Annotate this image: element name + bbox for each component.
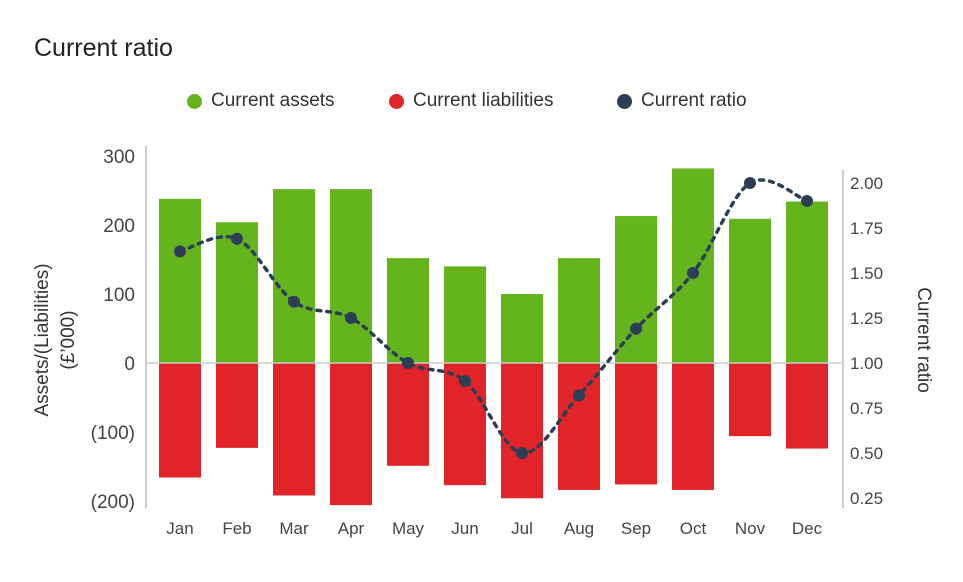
- bar-current-assets-jun: [444, 266, 486, 363]
- bars-group: [159, 168, 828, 506]
- ratio-point-nov: [744, 177, 756, 189]
- bar-current-assets-may: [387, 258, 429, 363]
- x-axis-ticks: Jan Feb Mar Apr May Jun Jul Aug Sep Oct Nov Dec: [166, 519, 822, 538]
- y2-tick-label: 1.75: [850, 219, 883, 238]
- y-tick-label: (200): [91, 492, 135, 513]
- legend-swatch-current-ratio: [617, 93, 632, 109]
- bar-current-liabilities-nov: [729, 363, 771, 437]
- ratio-point-feb: [231, 232, 243, 245]
- right-axis-label: Current ratio: [913, 287, 934, 393]
- bar-current-liabilities-oct: [672, 363, 714, 490]
- ratio-point-jun: [459, 375, 471, 387]
- bar-current-assets-jan: [159, 198, 201, 363]
- bar-current-liabilities-jul: [501, 363, 543, 499]
- left-axis-label: Assets/(Liabilities) (£’000): [32, 263, 79, 416]
- legend-swatch-current-assets: [187, 93, 202, 109]
- bar-current-assets-apr: [330, 189, 372, 363]
- bar-current-liabilities-mar: [273, 363, 315, 496]
- bar-current-assets-jul: [501, 294, 543, 363]
- right-axis-ticks: 0.25 0.50 0.75 1.00 1.25 1.50 1.75 2.00: [850, 174, 883, 508]
- legend-label-current-liabilities: Current liabilities: [413, 90, 554, 111]
- x-tick-label: Feb: [222, 519, 251, 538]
- legend-label-current-ratio: Current ratio: [641, 90, 747, 111]
- x-tick-label: Mar: [279, 519, 309, 538]
- x-tick-label: Jan: [166, 519, 193, 538]
- y2-tick-label: 1.00: [850, 354, 883, 373]
- x-tick-label: Apr: [338, 519, 365, 538]
- y2-tick-label: 1.25: [850, 309, 883, 328]
- bar-current-liabilities-may: [387, 363, 429, 466]
- bar-current-liabilities-aug: [558, 363, 600, 490]
- ratio-point-jan: [174, 245, 186, 258]
- y2-tick-label: 1.50: [850, 264, 883, 283]
- bar-current-assets-sep: [615, 216, 657, 363]
- bar-current-liabilities-sep: [615, 363, 657, 485]
- y2-tick-label: 0.25: [850, 489, 883, 508]
- x-tick-label: Aug: [564, 519, 594, 538]
- ratio-point-may: [402, 357, 414, 369]
- bar-current-liabilities-dec: [786, 363, 828, 449]
- legend: Current assets Current liabilities Curre…: [0, 90, 963, 120]
- ratio-point-mar: [288, 295, 300, 308]
- ratio-point-aug: [573, 389, 585, 402]
- x-tick-label: Jul: [511, 519, 533, 538]
- ratio-point-sep: [630, 322, 642, 335]
- legend-label-current-assets: Current assets: [211, 90, 335, 111]
- chart-title: Current ratio: [34, 34, 173, 62]
- y-tick-label: (100): [91, 423, 135, 444]
- bar-current-liabilities-apr: [330, 363, 372, 506]
- left-axis-ticks: (200) (100) 0 100 200 300: [91, 147, 135, 513]
- bar-current-assets-mar: [273, 189, 315, 363]
- x-tick-label: Oct: [680, 519, 707, 538]
- legend-item-current-assets: Current assets: [187, 90, 335, 112]
- bar-current-liabilities-feb: [216, 363, 258, 448]
- y-tick-label: 200: [103, 216, 135, 237]
- bar-current-liabilities-jan: [159, 363, 201, 478]
- y-tick-label: 0: [124, 354, 135, 375]
- bar-current-assets-dec: [786, 201, 828, 363]
- x-tick-label: Nov: [735, 519, 766, 538]
- y2-tick-label: 2.00: [850, 174, 883, 193]
- x-tick-label: May: [392, 519, 425, 538]
- legend-swatch-current-liabilities: [389, 93, 404, 109]
- ratio-point-oct: [687, 267, 699, 279]
- y2-tick-label: 0.50: [850, 444, 883, 463]
- x-tick-label: Dec: [792, 519, 823, 538]
- y-tick-label: 300: [103, 147, 135, 168]
- ratio-point-apr: [345, 312, 357, 324]
- y2-tick-label: 0.75: [850, 399, 883, 418]
- y-tick-label: 100: [103, 285, 135, 306]
- legend-item-current-ratio: Current ratio: [617, 90, 747, 112]
- current-ratio-points: [174, 177, 813, 459]
- bar-current-assets-oct: [672, 168, 714, 363]
- x-tick-label: Jun: [451, 519, 478, 538]
- ratio-point-jul: [516, 447, 528, 459]
- ratio-point-dec: [801, 195, 813, 207]
- bar-current-assets-nov: [729, 218, 771, 363]
- bar-current-assets-aug: [558, 258, 600, 363]
- legend-item-current-liabilities: Current liabilities: [389, 90, 553, 112]
- x-tick-label: Sep: [621, 519, 651, 538]
- bar-current-assets-feb: [216, 222, 258, 363]
